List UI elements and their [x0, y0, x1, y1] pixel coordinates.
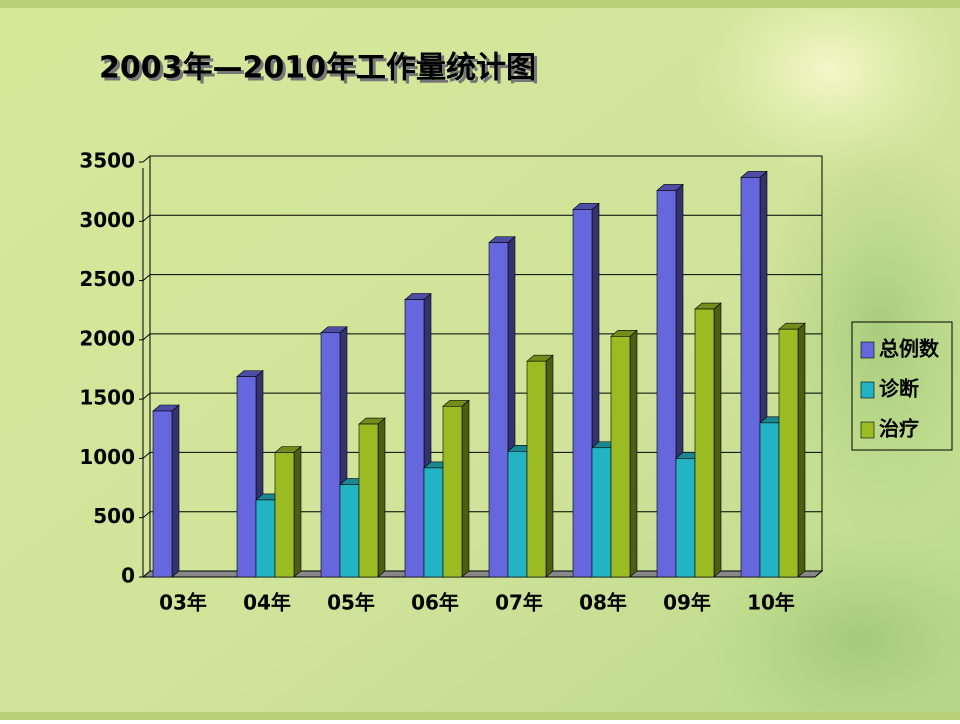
- bar-side: [629, 329, 638, 578]
- x-tick-label: 06年: [411, 591, 459, 615]
- legend-box: [851, 321, 953, 451]
- grid-line: [142, 392, 151, 400]
- chart-title: 2003年—2010年工作量统计图: [99, 51, 536, 86]
- border: [0, 712, 960, 720]
- legend-swatch: [860, 381, 875, 399]
- bar: [320, 332, 341, 578]
- bar: [404, 299, 425, 578]
- bar-side: [713, 302, 722, 578]
- bar-side: [293, 445, 302, 578]
- y-tick-label: 0: [121, 564, 135, 588]
- bar: [423, 467, 444, 578]
- bar-side: [797, 322, 806, 578]
- grid-line: [142, 333, 151, 341]
- legend-swatch: [860, 421, 875, 439]
- grid-line: [142, 511, 151, 519]
- bar: [526, 360, 547, 578]
- y-tick-label: 1500: [79, 386, 135, 410]
- grid-line: [142, 274, 151, 281]
- y-tick-label: 500: [93, 504, 135, 528]
- y-tick-label: 3000: [79, 208, 135, 232]
- bar: [610, 335, 631, 578]
- bar: [255, 499, 276, 578]
- bar: [675, 458, 696, 578]
- bar-side: [545, 354, 554, 578]
- bar: [442, 405, 463, 578]
- bar: [694, 308, 715, 578]
- x-tick-label: 08年: [579, 591, 627, 615]
- bar: [591, 447, 612, 578]
- x-tick-label: 04年: [243, 591, 291, 615]
- y-tick-label: 2000: [79, 326, 135, 350]
- legend-label: 诊断: [879, 377, 919, 401]
- bar-side: [461, 399, 470, 578]
- y-tick-label: 2500: [79, 267, 135, 291]
- legend-swatch: [860, 341, 875, 359]
- bar: [358, 423, 379, 578]
- bar: [740, 177, 761, 578]
- y-tick-label: 1000: [79, 445, 135, 469]
- x-tick-label: 10年: [747, 591, 795, 615]
- border: [0, 0, 960, 8]
- x-tick-label: 03年: [159, 591, 207, 615]
- grid-line: [142, 214, 151, 222]
- y-tick-label: 3500: [79, 149, 135, 173]
- bar-side: [377, 417, 386, 578]
- legend-label: 治疗: [879, 417, 919, 441]
- bar-side: [171, 404, 180, 578]
- title-shadow: 2003年—2010年工作量统计图: [102, 54, 539, 89]
- bar: [488, 242, 509, 578]
- bar: [572, 209, 593, 578]
- legend-label: 总例数: [879, 337, 940, 361]
- grid-line: [142, 452, 151, 459]
- x-tick-label: 07年: [495, 591, 543, 615]
- bar: [656, 190, 677, 578]
- bar: [778, 328, 799, 578]
- bar: [339, 484, 360, 578]
- bar: [759, 422, 780, 578]
- x-tick-label: 05年: [327, 591, 375, 615]
- grid-line: [142, 155, 151, 163]
- bar: [152, 410, 173, 578]
- x-tick-label: 09年: [663, 591, 711, 615]
- bar: [274, 452, 295, 578]
- bar: [236, 376, 257, 578]
- bar: [507, 451, 528, 578]
- decoration: [700, 530, 960, 724]
- decoration: [760, 130, 960, 530]
